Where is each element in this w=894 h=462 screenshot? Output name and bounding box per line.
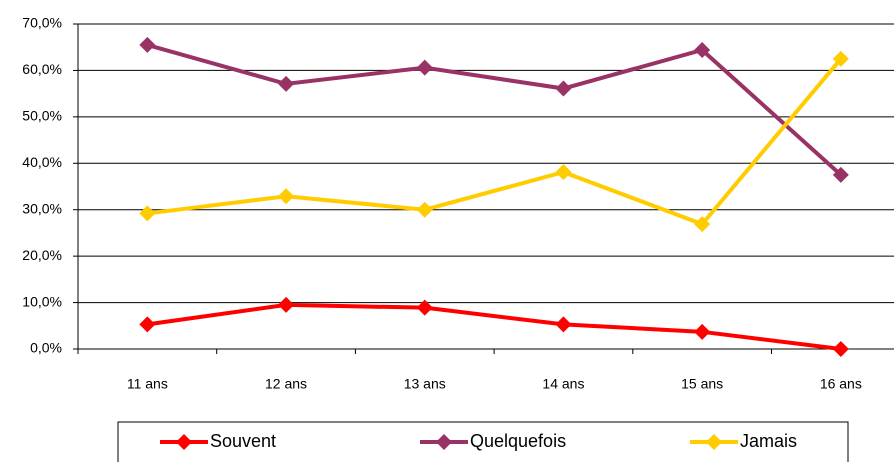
marker bbox=[139, 205, 156, 222]
marker bbox=[416, 201, 433, 218]
series-line bbox=[147, 302, 842, 351]
x-tick-label: 14 ans bbox=[542, 376, 584, 392]
marker bbox=[832, 166, 849, 183]
marker bbox=[694, 216, 711, 233]
marker bbox=[555, 316, 572, 333]
marker bbox=[416, 299, 433, 316]
series-line bbox=[147, 57, 843, 227]
legend-label: Quelquefois bbox=[470, 431, 566, 451]
series-line bbox=[146, 42, 843, 177]
legend-marker bbox=[176, 434, 192, 450]
x-tick-label: 12 ans bbox=[265, 376, 307, 392]
y-tick-label: 60,0% bbox=[22, 61, 62, 77]
marker bbox=[555, 164, 572, 181]
x-tick-label: 16 ans bbox=[820, 376, 862, 392]
marker bbox=[555, 80, 572, 97]
legend-marker bbox=[706, 434, 722, 450]
y-tick-label: 20,0% bbox=[22, 247, 62, 263]
x-tick-label: 11 ans bbox=[127, 376, 168, 392]
marker bbox=[694, 323, 711, 340]
marker bbox=[416, 59, 433, 76]
y-tick-label: 0,0% bbox=[30, 340, 62, 356]
y-tick-label: 40,0% bbox=[22, 154, 62, 170]
marker bbox=[832, 341, 849, 357]
legend-label: Jamais bbox=[740, 431, 797, 451]
marker bbox=[278, 296, 295, 313]
y-tick-label: 30,0% bbox=[22, 200, 62, 216]
marker bbox=[278, 188, 295, 205]
legend-marker bbox=[436, 434, 452, 450]
y-tick-label: 50,0% bbox=[22, 108, 62, 124]
x-tick-label: 15 ans bbox=[681, 376, 723, 392]
marker bbox=[139, 36, 156, 53]
legend-label: Souvent bbox=[210, 431, 276, 451]
x-tick-label: 13 ans bbox=[404, 376, 446, 392]
marker bbox=[832, 50, 849, 67]
y-tick-label: 70,0% bbox=[22, 15, 62, 31]
y-tick-label: 10,0% bbox=[22, 293, 62, 309]
marker bbox=[139, 316, 156, 333]
marker bbox=[694, 42, 711, 58]
marker bbox=[278, 75, 295, 92]
